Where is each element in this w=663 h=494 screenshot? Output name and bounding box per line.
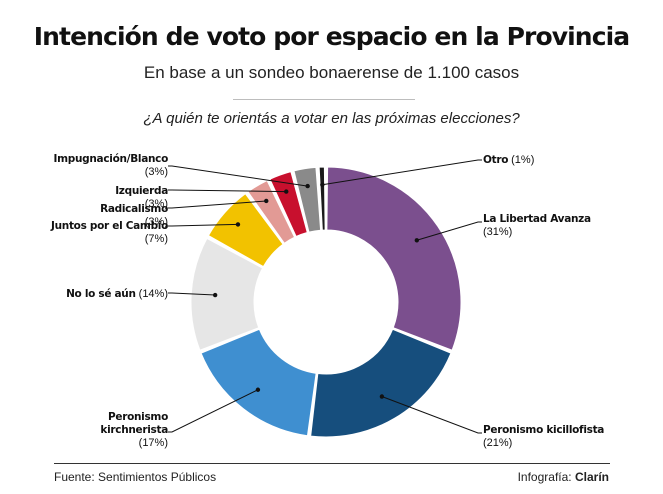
slice-lla <box>326 166 462 351</box>
leader-line-radicalismo <box>168 200 267 209</box>
credit-brand: Clarín <box>574 470 609 484</box>
label-kirchnerista: Peronismo kirchnerista (17%) <box>100 411 168 449</box>
leader-line-kicillofista <box>381 396 482 434</box>
label-izquierda: Izquierda (3%) <box>115 185 168 210</box>
chart-title: Intención de voto por espacio en la Prov… <box>33 22 630 51</box>
label-nolose: No lo sé aún (14%) <box>66 288 168 300</box>
leader-line-jxc <box>168 223 238 227</box>
leader-dot-kicillofista <box>379 394 385 399</box>
leader-dot-otro <box>320 182 325 187</box>
leader-dot-izquierda <box>284 189 289 194</box>
slice-kirchnerista <box>200 328 317 437</box>
label-kicillofista: Peronismo kicillofista (21%) <box>483 424 604 449</box>
leader-dot-impugnacion <box>305 183 310 189</box>
title-divider <box>233 99 415 100</box>
leader-dot-jxc <box>235 222 241 227</box>
footer-divider <box>54 463 610 464</box>
slice-izquierda <box>269 171 308 238</box>
credit-prefix: Infografía: <box>517 470 572 484</box>
leader-line-impugnacion <box>168 165 308 187</box>
label-jxc: Juntos por el Cambio (7%) <box>50 220 168 245</box>
leader-line-lla <box>416 221 482 241</box>
slice-nolose <box>190 237 264 351</box>
chart-subtitle: En base a un sondeo bonaerense de 1.100 … <box>143 63 520 82</box>
survey-question: ¿A quién te orientás a votar en las próx… <box>143 110 520 127</box>
label-otro: Otro (1%) <box>483 154 534 166</box>
slice-impugnacion <box>293 166 322 233</box>
label-impugnacion: Impugnación/Blanco (3%) <box>54 153 169 178</box>
leader-line-kirchnerista <box>168 389 259 433</box>
label-radicalismo: Radicalismo (3%) <box>100 203 168 228</box>
leader-dot-nolose <box>212 292 218 298</box>
label-lla: La Libertad Avanza (31%) <box>483 213 591 238</box>
credit-note: Infografía: Clarín <box>518 470 609 484</box>
slice-jxc <box>207 193 284 268</box>
leader-dot-kirchnerista <box>255 387 261 392</box>
leader-dot-radicalismo <box>264 198 269 204</box>
leader-dot-lla <box>414 238 420 243</box>
slice-radicalismo <box>247 179 296 244</box>
source-note: Fuente: Sentimientos Públicos <box>54 470 217 484</box>
leader-line-otro <box>322 159 482 186</box>
slice-otro <box>318 166 326 231</box>
slice-kicillofista <box>310 328 452 438</box>
leader-line-izquierda <box>168 189 287 193</box>
leader-line-nolose <box>168 292 216 296</box>
